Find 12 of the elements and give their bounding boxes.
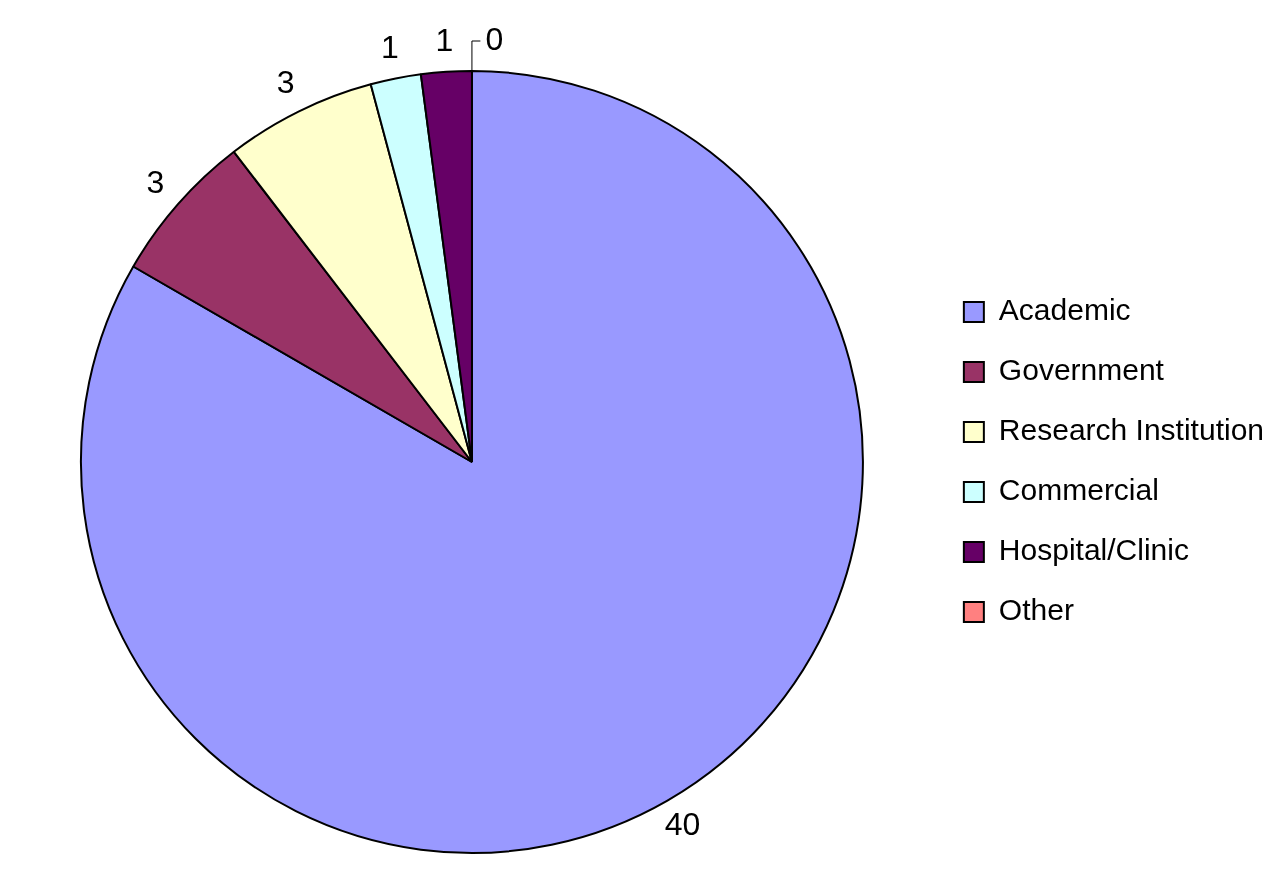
data-label: 3 — [146, 164, 165, 201]
legend-label: Academic — [998, 293, 1131, 327]
data-label: 1 — [435, 21, 454, 58]
data-label: 1 — [380, 28, 399, 65]
legend-label: Commercial — [998, 473, 1159, 507]
data-label: 3 — [276, 64, 295, 101]
legend-label: Hospital/Clinic — [998, 533, 1189, 567]
text: 0 — [485, 20, 504, 57]
data-label: 40 — [664, 806, 701, 843]
legend-label: Government — [998, 353, 1165, 387]
legend-label: Research Institution — [998, 413, 1264, 447]
legend-label: Other — [998, 593, 1074, 627]
